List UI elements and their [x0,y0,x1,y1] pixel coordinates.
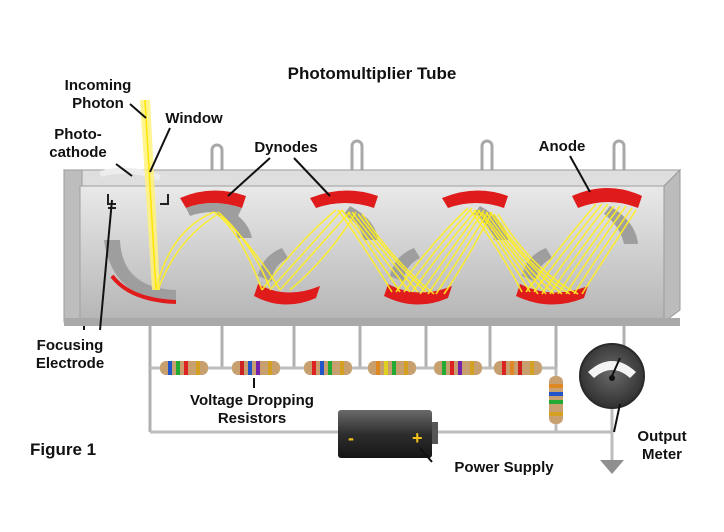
label-incoming-photon-2: Photon [72,95,124,112]
label-dynodes: Dynodes [254,139,317,156]
resistor-icon [549,376,563,424]
voltage-dropping-resistors [160,361,563,424]
electron-cascade [155,203,637,295]
label-focusing-electrode-1: Focusing [37,337,104,354]
label-power-supply: Power Supply [454,459,554,476]
battery-plus-sign: + [412,428,423,448]
resistor-icon [160,361,208,375]
incoming-photon-beam [140,99,160,291]
battery-icon: - + [338,410,438,458]
label-photocathode-2: cathode [49,144,107,161]
label-resistors-1: Voltage Dropping [190,392,314,409]
label-output-meter-2: Meter [642,446,682,463]
resistor-icon [304,361,352,375]
label-resistors-2: Resistors [218,410,286,427]
battery-minus-sign: - [348,428,354,448]
label-focusing-electrode-2: Electrode [36,355,104,372]
window [99,167,162,181]
circuit-wiring [150,366,614,460]
tube-top-pins [210,139,626,182]
tube-bottom-pins [148,326,626,432]
label-window: Window [165,110,223,127]
focusing-electrode [104,240,177,304]
label-output-meter-1: Output [637,428,686,445]
output-meter-icon [579,343,645,409]
figure-label: Figure 1 [30,440,96,459]
label-photocathode-1: Photo- [54,126,101,143]
pointer-lines [83,103,621,463]
label-incoming-photon-1: Incoming [65,77,132,94]
dynodes-lower [254,248,588,305]
resistor-icon [434,361,482,375]
label-anode: Anode [539,138,586,155]
resistor-icon [232,361,280,375]
diagram-title: Photomultiplier Tube [288,64,457,83]
resistor-icon [368,361,416,375]
ground-arrow-icon [600,460,624,474]
resistor-icon [494,361,542,375]
